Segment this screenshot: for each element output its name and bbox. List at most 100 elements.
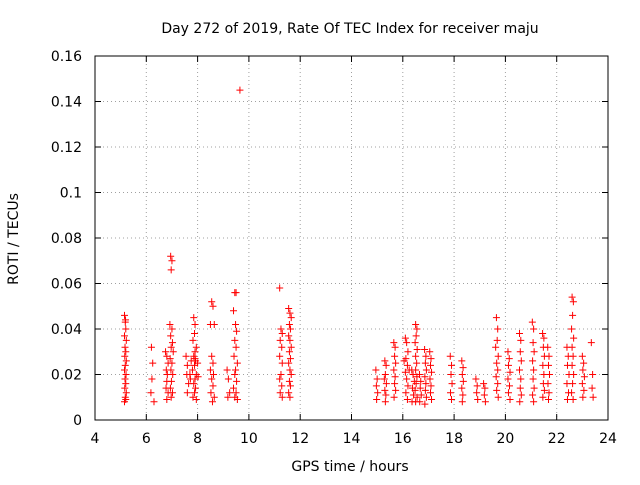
data-point: [448, 380, 456, 388]
data-point: [448, 361, 456, 369]
y-axis-label: ROTI / TECUs: [6, 193, 22, 285]
data-point: [529, 339, 537, 347]
data-point: [421, 345, 429, 353]
data-point: [494, 393, 502, 401]
data-point: [122, 371, 130, 378]
data-point: [276, 336, 284, 344]
data-point: [278, 382, 286, 390]
data-point: [188, 366, 196, 374]
data-point: [570, 371, 578, 378]
data-point: [390, 393, 398, 401]
data-point: [232, 366, 240, 374]
data-point: [372, 366, 380, 374]
data-point: [209, 302, 217, 310]
data-point: [544, 361, 552, 369]
data-point: [504, 375, 512, 383]
data-point: [278, 359, 286, 367]
data-point: [569, 396, 577, 404]
data-point: [426, 375, 434, 383]
data-point: [481, 384, 489, 392]
data-point: [580, 373, 588, 381]
data-point: [276, 375, 284, 383]
data-point: [427, 382, 435, 390]
data-point: [390, 366, 398, 374]
data-point: [411, 339, 419, 347]
data-point: [458, 398, 466, 406]
data-point: [580, 386, 588, 394]
data-point: [410, 391, 418, 399]
data-point: [540, 334, 548, 342]
data-point: [190, 380, 198, 388]
data-point: [380, 375, 388, 383]
x-tick-label: 20: [496, 431, 514, 447]
data-point: [381, 371, 389, 378]
data-point: [412, 352, 420, 360]
data-point: [540, 386, 548, 394]
data-point: [546, 371, 554, 378]
data-point: [506, 396, 514, 404]
data-point: [568, 361, 576, 369]
data-point: [422, 352, 430, 360]
data-point: [192, 343, 200, 351]
data-point: [286, 355, 294, 363]
data-point: [529, 357, 537, 365]
data-point: [492, 343, 500, 351]
data-point: [285, 377, 293, 385]
data-point: [147, 389, 155, 397]
axis-ticks: [94, 55, 609, 421]
data-point: [474, 396, 482, 404]
data-point: [421, 400, 429, 408]
data-point: [516, 366, 524, 374]
data-point: [516, 330, 524, 338]
data-point: [122, 357, 130, 365]
data-point: [286, 393, 294, 401]
data-point: [168, 339, 176, 347]
data-point: [381, 386, 389, 394]
x-tick-label: 14: [343, 431, 361, 447]
data-point: [148, 375, 156, 383]
data-point: [208, 398, 216, 406]
grid-lines: [95, 56, 608, 420]
data-point: [191, 389, 199, 397]
data-point: [210, 371, 218, 378]
data-point: [223, 366, 231, 374]
x-tick-label: 22: [548, 431, 566, 447]
data-point: [528, 318, 536, 326]
data-point: [147, 343, 155, 351]
data-point: [278, 393, 286, 401]
data-point: [120, 366, 128, 374]
y-tick-labels: 0 0.02 0.04 0.06 0.08 0.1 0.12 0.14 0.16: [51, 49, 82, 429]
y-tick-label: 0.06: [51, 277, 82, 293]
data-point: [427, 361, 435, 369]
data-point: [120, 332, 128, 340]
data-point: [163, 396, 171, 404]
data-point: [286, 309, 294, 317]
data-point: [372, 382, 380, 390]
data-point: [427, 389, 435, 397]
data-point: [504, 389, 512, 397]
y-tick-label: 0.12: [51, 140, 82, 156]
data-point: [285, 332, 293, 340]
data-point: [579, 366, 587, 374]
data-point: [539, 330, 547, 338]
data-point: [400, 357, 408, 365]
data-point: [285, 359, 293, 367]
data-point: [166, 384, 174, 392]
data-point: [447, 371, 455, 378]
data-point: [149, 359, 157, 367]
data-point: [426, 348, 434, 356]
data-point: [580, 359, 588, 367]
data-point: [189, 336, 197, 344]
data-point: [589, 371, 597, 378]
data-point: [167, 252, 175, 260]
data-point: [517, 336, 525, 344]
data-point: [121, 343, 129, 351]
data-point: [516, 348, 524, 356]
data-point: [421, 373, 429, 381]
data-point: [529, 375, 537, 383]
data-point: [122, 396, 130, 404]
data-point: [230, 352, 238, 360]
data-point: [492, 373, 500, 381]
data-point: [224, 375, 232, 383]
